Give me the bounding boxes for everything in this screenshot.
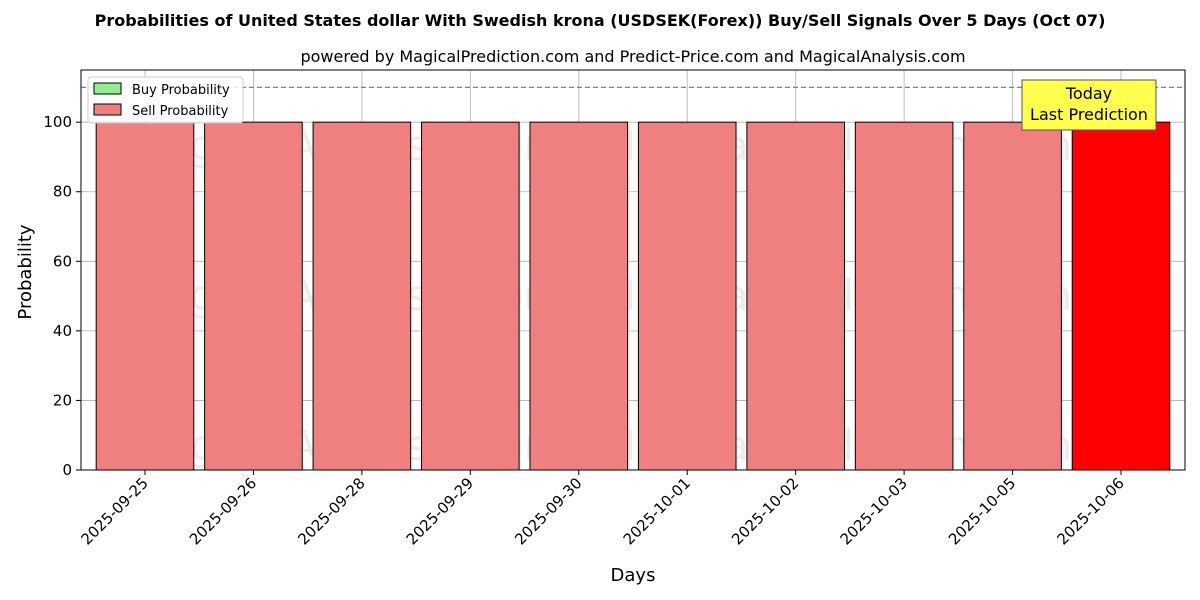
plot-frame [80, 69, 1186, 471]
annotation-box [1021, 79, 1157, 131]
x-tick-label: 2025-10-01 [620, 474, 694, 548]
annotation-line-1: Today [1065, 84, 1112, 103]
annotation-line-2: Last Prediction [1030, 105, 1148, 124]
x-tick-label: 2025-09-29 [403, 474, 477, 548]
legend-swatch-sell [93, 103, 122, 116]
y-tick-label: 80 [53, 183, 72, 201]
legend-label-buy: Buy Probability [132, 83, 230, 98]
x-tick-label: 2025-09-28 [294, 474, 368, 548]
y-tick-label: 0 [62, 461, 72, 479]
legend-box [87, 76, 244, 124]
legend: Buy Probability Sell Probability [87, 76, 244, 124]
x-axis: 2025-09-25 2025-09-26 2025-09-28 2025-09-29… [77, 470, 1128, 548]
x-tick-label: 2025-10-06 [1053, 474, 1127, 548]
bar-sell [95, 121, 195, 471]
y-tick-label: 60 [53, 252, 72, 270]
bar-sell [204, 121, 303, 471]
bar-sell [312, 121, 412, 471]
legend-swatch-buy [93, 82, 122, 95]
x-tick-label: 2025-09-26 [186, 474, 260, 548]
x-axis-label: Days [611, 565, 656, 586]
bar-sell [529, 121, 629, 471]
chart-title: Probabilities of United States dollar Wi… [95, 11, 1106, 30]
x-tick-label: 2025-10-03 [837, 474, 911, 548]
bar-sell [963, 121, 1062, 471]
y-tick-label: 40 [53, 322, 72, 340]
x-tick-label: 2025-10-02 [728, 474, 802, 548]
y-axis: 0 20 40 60 80 100 [43, 113, 81, 479]
today-annotation: Today Last Prediction [1021, 79, 1157, 131]
x-tick-label: 2025-09-25 [77, 474, 151, 548]
bars [95, 121, 1171, 471]
bar-sell [854, 121, 954, 471]
bar-sell [637, 121, 737, 471]
chart-subtitle: powered by MagicalPrediction.com and Pre… [300, 47, 965, 66]
bar-sell [421, 121, 520, 471]
x-tick-label: 2025-10-05 [945, 474, 1019, 548]
y-tick-label: 20 [53, 391, 72, 409]
x-tick-label: 2025-09-30 [511, 474, 585, 548]
y-axis-label: Probability [15, 224, 36, 319]
legend-label-sell: Sell Probability [132, 104, 229, 119]
bar-sell [746, 121, 845, 471]
y-tick-label: 100 [43, 113, 72, 131]
bar-sell [1071, 121, 1171, 471]
